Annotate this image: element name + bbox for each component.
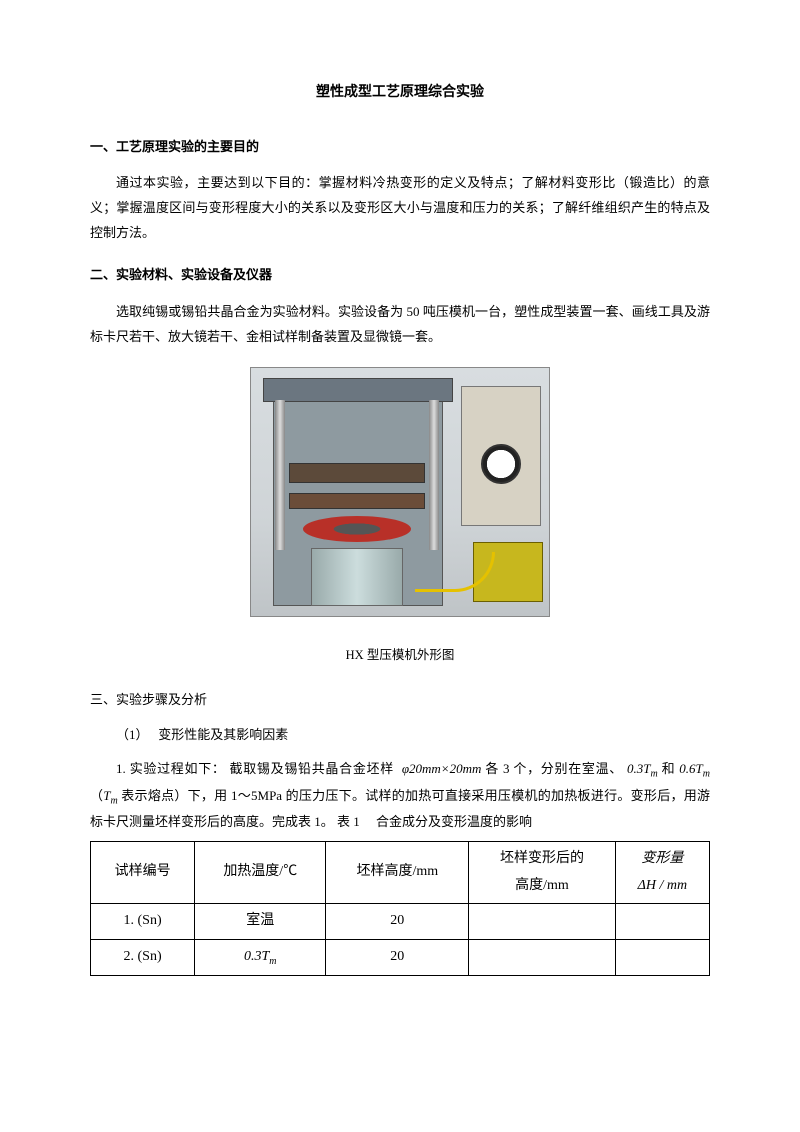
table-header-row: 试样编号 加热温度/℃ 坯样高度/mm 坯样变形后的 高度/mm 变形量 ΔH … — [91, 842, 710, 904]
t03: 0.3Tm — [627, 761, 658, 776]
th-temp: 加热温度/℃ — [195, 842, 326, 904]
experiment-para: 1. 实验过程如下： 截取锡及锡铅共晶合金坯样 φ20mm×20mm 各 3 个… — [90, 757, 710, 835]
table-row: 2. (Sn) 0.3Tm 20 — [91, 939, 710, 975]
tm-note-a: （ — [90, 788, 103, 803]
cell-h1 — [469, 939, 615, 975]
cell-no: 2. (Sn) — [91, 939, 195, 975]
cell-no: 1. (Sn) — [91, 904, 195, 940]
th-h1: 坯样变形后的 高度/mm — [469, 842, 615, 904]
cell-h0: 20 — [326, 939, 469, 975]
tm-note-b: 表示熔点）下，用 1～5MPa 的压力压下。试样的加热可直接采用压模机的加热板进… — [90, 788, 710, 830]
machine-image — [250, 367, 550, 617]
machine-figure — [90, 367, 710, 626]
section3-heading: 三、实验步骤及分析 — [90, 688, 710, 713]
t06: 0.6Tm — [679, 761, 710, 776]
section2-para: 选取纯锡或锡铅共晶合金为实验材料。实验设备为 50 吨压模机一台，塑性成型装置一… — [90, 300, 710, 349]
cell-h1 — [469, 904, 615, 940]
exp-text-b: 各 3 个，分别在室温、 — [485, 761, 623, 776]
data-table: 试样编号 加热温度/℃ 坯样高度/mm 坯样变形后的 高度/mm 变形量 ΔH … — [90, 841, 710, 976]
cell-temp: 室温 — [195, 904, 326, 940]
th-no: 试样编号 — [91, 842, 195, 904]
and-text: 和 — [662, 761, 676, 776]
section1-heading: 一、工艺原理实验的主要目的 — [90, 135, 710, 160]
section1-para: 通过本实验，主要达到以下目的：掌握材料冷热变形的定义及特点；了解材料变形比（锻造… — [90, 171, 710, 245]
th-dh: 变形量 ΔH / mm — [615, 842, 709, 904]
tm: Tm — [103, 788, 117, 803]
page-title: 塑性成型工艺原理综合实验 — [90, 80, 710, 107]
section3-item1: （1） 变形性能及其影响因素 — [116, 723, 710, 748]
cell-temp: 0.3Tm — [195, 939, 326, 975]
th-h0: 坯样高度/mm — [326, 842, 469, 904]
phi-formula: φ20mm×20mm — [402, 761, 482, 776]
exp-text-a: 1. 实验过程如下： 截取锡及锡铅共晶合金坯样 — [116, 761, 394, 776]
cell-dh — [615, 939, 709, 975]
table-row: 1. (Sn) 室温 20 — [91, 904, 710, 940]
figure-caption: HX 型压模机外形图 — [90, 644, 710, 668]
section2-heading: 二、实验材料、实验设备及仪器 — [90, 263, 710, 288]
cell-dh — [615, 904, 709, 940]
cell-h0: 20 — [326, 904, 469, 940]
